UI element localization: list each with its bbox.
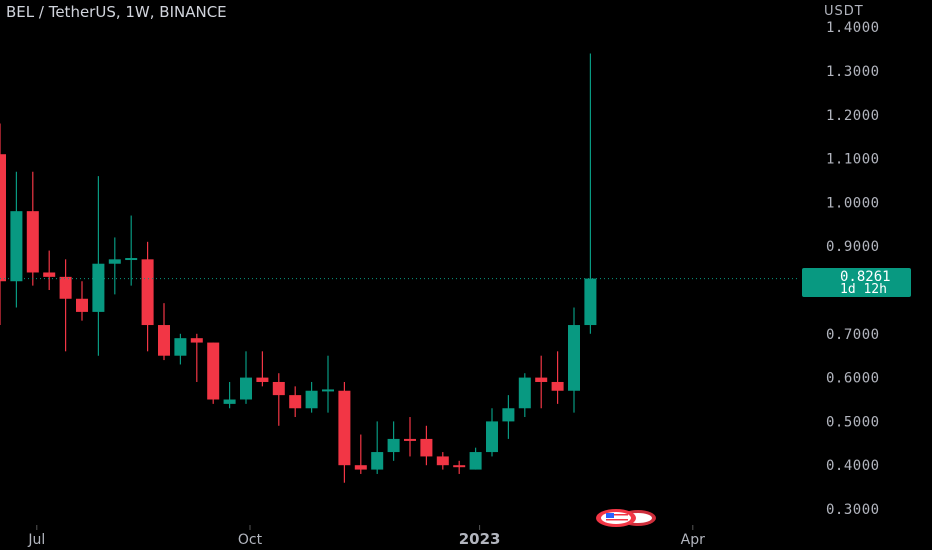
candle-body[interactable] [223, 399, 236, 404]
candle-body[interactable] [436, 456, 449, 466]
candle-body[interactable] [338, 390, 351, 466]
last-price-tag: 0.8261 1d 12h [802, 268, 911, 297]
price-tick-label: 1.1000 [826, 152, 880, 168]
price-tick-label: 0.6000 [826, 371, 880, 387]
candle-body[interactable] [518, 377, 531, 409]
price-tick-label: 0.5000 [826, 414, 880, 430]
bar-countdown: 1d 12h [840, 282, 887, 297]
time-axis[interactable]: Jul Oct 2023 Apr [27, 525, 705, 548]
candle-body[interactable] [404, 438, 416, 441]
candle-body[interactable] [453, 465, 466, 468]
candle-body[interactable] [10, 211, 23, 282]
price-tick-label: 1.0000 [826, 195, 880, 211]
candle-body[interactable] [551, 381, 564, 391]
candle-body[interactable] [190, 338, 203, 343]
price-axis[interactable]: 1.4000 1.3000 1.2000 1.1000 1.0000 0.9000 0.70… [826, 20, 880, 518]
candle-body[interactable] [486, 421, 498, 453]
candle-body[interactable] [568, 325, 580, 391]
candle-body[interactable] [240, 377, 252, 400]
candle-body[interactable] [76, 298, 88, 312]
price-tick-label: 1.2000 [826, 108, 880, 124]
candle-body[interactable] [0, 154, 6, 282]
price-tick-label: 0.7000 [826, 327, 880, 343]
candle-body[interactable] [43, 272, 56, 277]
candle-body[interactable] [141, 259, 154, 326]
time-tick-label: Oct [238, 532, 263, 548]
candle-body[interactable] [469, 452, 482, 470]
chart-title: BEL / TetherUS, 1W, BINANCE [6, 3, 227, 21]
time-tick-label: 2023 [459, 530, 501, 548]
candle-body[interactable] [420, 438, 433, 457]
candle-body[interactable] [158, 325, 170, 356]
price-tick-label: 0.9000 [826, 239, 880, 255]
price-tick-label: 0.4000 [826, 458, 880, 474]
candle-body[interactable] [584, 278, 597, 326]
candle-body[interactable] [387, 438, 400, 453]
us-flag-event-icon[interactable] [594, 508, 658, 528]
candle-body[interactable] [174, 338, 187, 356]
last-price-value: 0.8261 [840, 269, 891, 285]
candle-body[interactable] [354, 465, 367, 470]
candle-body[interactable] [535, 377, 548, 382]
time-tick-label: Jul [27, 532, 45, 548]
candle-body[interactable] [322, 389, 334, 392]
candle-body[interactable] [125, 258, 138, 261]
candle-body[interactable] [502, 408, 515, 422]
candle-body[interactable] [371, 452, 384, 470]
price-tick-label: 1.3000 [826, 64, 880, 80]
candle-body[interactable] [92, 263, 105, 312]
price-tick-label: 1.4000 [826, 20, 880, 36]
candle-body[interactable] [26, 211, 39, 273]
candle-body[interactable] [305, 390, 318, 409]
candle-body[interactable] [256, 377, 269, 382]
price-tick-label: 0.3000 [826, 502, 880, 518]
candles-layer [0, 53, 597, 483]
candle-body[interactable] [272, 381, 285, 396]
currency-label: USDT [824, 4, 864, 19]
candle-body[interactable] [289, 395, 302, 409]
candle-body[interactable] [59, 276, 72, 299]
candle-body[interactable] [207, 342, 220, 400]
candle-body[interactable] [108, 259, 121, 264]
time-tick-label: Apr [681, 532, 705, 548]
